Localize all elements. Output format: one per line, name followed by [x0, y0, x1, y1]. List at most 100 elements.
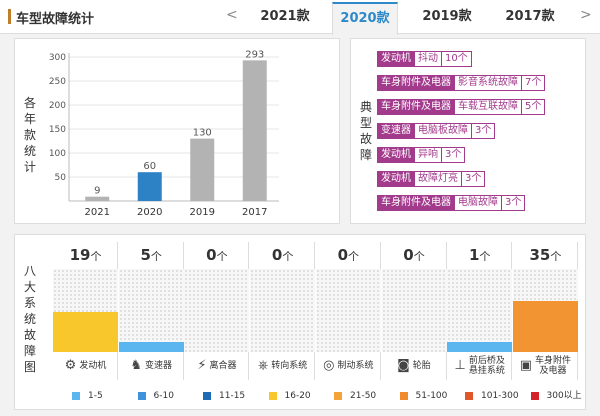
typical-fault-side-label: 典型故障 [359, 99, 373, 163]
system-count: 35个 [513, 242, 578, 268]
system-count-unit: 个 [413, 250, 425, 263]
system-column[interactable]: 35个 ▣ 车身附件及电器 [512, 242, 578, 380]
system-name: 前后桥及悬挂系统 [468, 356, 505, 376]
system-count-unit: 个 [150, 250, 162, 263]
axle-icon: ⊥ [454, 358, 466, 373]
system-label: ◎ 制动系统 [316, 352, 381, 380]
legend-item: 6-10 [137, 390, 174, 402]
system-count-value: 5 [140, 246, 151, 264]
legend-swatch [334, 392, 342, 400]
system-column[interactable]: 0个 ◎ 制动系统 [315, 242, 381, 380]
system-count-value: 19 [69, 246, 91, 264]
steering-wheel-icon: ⎈ [257, 358, 269, 373]
tab-2021[interactable]: 2021款 [260, 9, 310, 24]
system-column[interactable]: 5个 ♞ 变速器 [118, 242, 184, 380]
legend-item: 16-20 [268, 390, 311, 402]
y-tick-label: 50 [55, 173, 67, 183]
system-name: 发动机 [79, 361, 107, 371]
legend-item: 300以上 [530, 390, 582, 402]
legend-label: 16-20 [284, 391, 311, 401]
year-chart-side-label: 各年款统计 [23, 95, 37, 175]
y-tick-label: 150 [49, 125, 66, 135]
fault-count-tag: 5个 [522, 99, 546, 115]
legend-swatch [268, 392, 277, 400]
system-bar [512, 300, 578, 352]
system-count-value: 1 [468, 246, 480, 264]
system-label: ⊥ 前后桥及悬挂系统 [447, 352, 512, 380]
typical-side-char: 典 [359, 100, 372, 114]
typical-fault-item[interactable]: 发动机 异响 3个 [377, 147, 466, 163]
next-arrow-icon[interactable]: > [580, 7, 592, 23]
system-column[interactable]: 0个 ⎈ 转向系统 [250, 242, 316, 380]
tab-2019[interactable]: 2019款 [422, 9, 472, 24]
system-bar [447, 342, 513, 352]
fault-count-tag: 7个 [522, 75, 546, 91]
system-count-unit: 个 [90, 250, 102, 263]
fault-detail-tag: 异响 [415, 147, 442, 163]
system-count-unit: 个 [479, 250, 491, 263]
fault-detail-tag: 车载互联故障 [455, 99, 522, 115]
system-count-unit: 个 [550, 250, 562, 263]
typical-fault-item[interactable]: 变速器 电脑板故障 3个 [377, 123, 496, 139]
color-legend: 1-5 6-10 11-15 16-20 21-50 51-100 101-300 300以上 [14, 390, 594, 406]
systems-side-char: 障 [23, 344, 36, 358]
fault-category-tag: 车身附件及电器 [377, 195, 455, 211]
system-label: ▣ 车身附件及电器 [513, 352, 578, 380]
system-count-value: 0 [403, 246, 414, 264]
legend-label: 21-50 [350, 391, 377, 401]
clutch-icon: ⚡ [197, 358, 207, 373]
bar-2021 [85, 196, 110, 201]
prev-arrow-icon[interactable]: < [226, 7, 238, 23]
system-bar [118, 342, 184, 352]
system-label: ⚡ 离合器 [184, 352, 249, 380]
system-label: ⚙ 发动机 [53, 352, 118, 380]
system-count-value: 35 [529, 246, 551, 264]
legend-label: 300以上 [546, 391, 582, 401]
legend-swatch [137, 392, 146, 400]
fault-detail-tag: 电脑板故障 [415, 123, 472, 139]
fault-detail-tag: 影音系统故障 [455, 75, 522, 91]
system-column[interactable]: 19个 ⚙ 发动机 [53, 242, 118, 380]
system-bar-area [447, 269, 513, 352]
fault-detail-tag: 电脑故障 [455, 195, 502, 211]
system-bar-area [315, 269, 381, 352]
legend-swatch [530, 392, 539, 400]
system-count: 0个 [382, 242, 447, 268]
year-side-char: 各 [23, 96, 36, 110]
typical-side-char: 障 [359, 148, 372, 162]
system-bar-area [53, 269, 118, 352]
typical-fault-item[interactable]: 发动机 抖动 10个 [377, 51, 472, 67]
gearshift-icon: ♞ [130, 358, 142, 373]
typical-fault-item[interactable]: 车身附件及电器 车载互联故障 5个 [377, 99, 546, 115]
systems-side-char: 系 [23, 296, 36, 310]
typical-fault-item[interactable]: 车身附件及电器 电脑故障 3个 [377, 195, 526, 211]
typical-fault-item[interactable]: 发动机 故障灯亮 3个 [377, 171, 486, 187]
system-bar-area [250, 269, 316, 352]
system-count: 1个 [447, 242, 512, 268]
year-chart-panel: 各年款统计 50 100 150 200 250 300 9 2021 60 2020 130 201… [14, 38, 340, 224]
legend-label: 6-10 [153, 391, 174, 401]
fault-detail-tag: 抖动 [415, 51, 442, 67]
legend-item: 11-15 [203, 390, 245, 402]
system-count-value: 0 [271, 246, 283, 264]
page-title: 车型故障统计 [16, 12, 95, 27]
system-label: ♞ 变速器 [119, 352, 184, 380]
fault-count-tag: 3个 [502, 195, 526, 211]
system-column[interactable]: 1个 ⊥ 前后桥及悬挂系统 [447, 242, 513, 380]
fault-category-tag: 车身附件及电器 [377, 99, 455, 115]
system-bar-area [512, 269, 578, 352]
system-column[interactable]: 0个 ⚡ 离合器 [184, 242, 250, 380]
system-column[interactable]: 0个 ◙ 轮胎 [381, 242, 447, 380]
fault-count-tag: 3个 [462, 171, 486, 187]
y-tick-label: 250 [49, 77, 66, 87]
tab-2020[interactable]: 2020款 [332, 2, 398, 35]
tab-2017[interactable]: 2017款 [505, 9, 555, 24]
system-bar-area [184, 269, 250, 352]
fault-category-tag: 发动机 [377, 51, 415, 67]
bar-2019 [190, 138, 215, 201]
x-tick-label: 2019 [190, 207, 215, 218]
bar-value-label: 130 [193, 128, 212, 139]
year-side-char: 款 [23, 128, 36, 142]
legend-swatch [399, 392, 408, 400]
typical-fault-item[interactable]: 车身附件及电器 影音系统故障 7个 [377, 75, 546, 91]
